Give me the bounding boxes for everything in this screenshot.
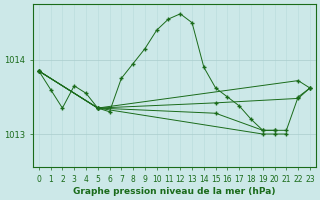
X-axis label: Graphe pression niveau de la mer (hPa): Graphe pression niveau de la mer (hPa) bbox=[73, 187, 276, 196]
